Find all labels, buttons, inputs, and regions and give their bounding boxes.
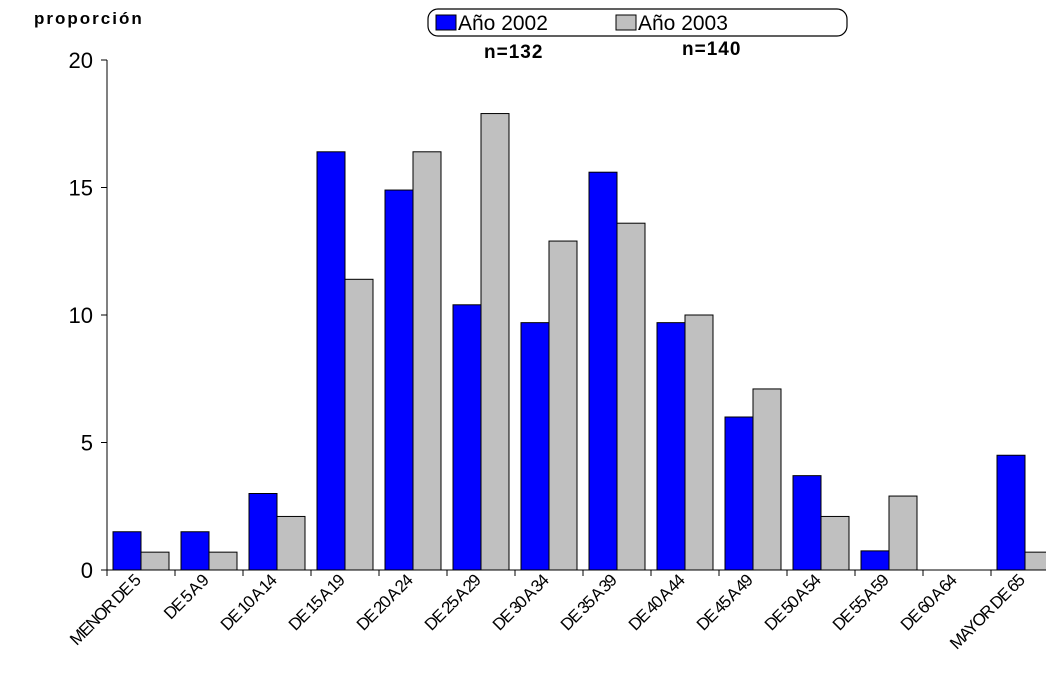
x-tick-label: DE 25 A 29 bbox=[421, 571, 485, 635]
x-axis-ticks: MENOR DE 5 DE 5 A 9 DE 10 A 14 DE 15 A 19 DE… bbox=[66, 570, 1029, 653]
x-tick-label: DE 35 A 39 bbox=[557, 571, 621, 635]
bar-2002 bbox=[248, 493, 278, 571]
bar-group bbox=[112, 113, 1046, 571]
y-axis-label: proporción bbox=[34, 9, 144, 28]
bar-2003 bbox=[1024, 551, 1046, 571]
bar-2002 bbox=[656, 322, 686, 571]
x-tick-label: DE 5 A 9 bbox=[160, 571, 212, 623]
y-tick-label: 5 bbox=[81, 431, 93, 456]
x-tick-label: MAYOR DE 65 bbox=[946, 571, 1028, 653]
bar-2002 bbox=[860, 550, 890, 571]
bar-2003 bbox=[140, 551, 170, 571]
bar-2003 bbox=[276, 515, 306, 571]
bar-2003 bbox=[548, 240, 578, 571]
bar-2003 bbox=[208, 551, 238, 571]
bar-2002 bbox=[588, 171, 618, 571]
bar-2003 bbox=[412, 151, 442, 571]
bar-2002 bbox=[792, 475, 822, 571]
y-tick-label: 0 bbox=[81, 558, 93, 583]
bar-2003 bbox=[820, 515, 850, 571]
y-tick-label: 10 bbox=[69, 303, 93, 328]
bar-2003 bbox=[752, 388, 782, 571]
annotation-n-2002: n=132 bbox=[484, 42, 543, 63]
bar-2003 bbox=[888, 495, 918, 571]
legend-swatch-2003 bbox=[615, 14, 637, 31]
bar-2002 bbox=[384, 189, 414, 571]
bar-2002 bbox=[724, 416, 754, 571]
legend: Año 2002 Año 2003 bbox=[427, 8, 848, 37]
legend-swatch-2002 bbox=[435, 14, 457, 31]
bar-2003 bbox=[344, 278, 374, 571]
legend-frame bbox=[427, 8, 848, 37]
bar-2002 bbox=[112, 531, 142, 571]
y-tick-label: 15 bbox=[69, 176, 93, 201]
bar-2003 bbox=[616, 222, 646, 571]
bar-2002 bbox=[180, 531, 210, 571]
bar-2002 bbox=[520, 322, 550, 571]
annotation-n-2003: n=140 bbox=[682, 39, 741, 60]
bar-2003 bbox=[480, 113, 510, 571]
x-tick-label: MENOR DE 5 bbox=[66, 571, 144, 649]
bar-2002 bbox=[996, 454, 1026, 571]
bar-2003 bbox=[684, 314, 714, 571]
x-tick-label: DE 20 A 24 bbox=[353, 571, 417, 635]
x-tick-label: DE 10 A 14 bbox=[217, 571, 281, 635]
legend-label-2002: Año 2002 bbox=[458, 12, 548, 35]
x-tick-label: DE 60 A 64 bbox=[897, 571, 961, 635]
y-axis-ticks: 0 5 10 15 20 bbox=[69, 48, 107, 583]
x-tick-label: DE 45 A 49 bbox=[693, 571, 757, 635]
y-tick-label: 20 bbox=[69, 48, 93, 73]
x-tick-label: DE 30 A 34 bbox=[489, 571, 553, 635]
x-tick-label: DE 15 A 19 bbox=[285, 571, 349, 635]
x-tick-label: DE 55 A 59 bbox=[829, 571, 893, 635]
x-tick-label: DE 50 A 54 bbox=[761, 571, 825, 635]
bar-2002 bbox=[316, 151, 346, 571]
bar-2002 bbox=[452, 304, 482, 571]
legend-label-2003: Año 2003 bbox=[638, 12, 728, 35]
x-tick-label: DE 40 A 44 bbox=[625, 571, 689, 635]
